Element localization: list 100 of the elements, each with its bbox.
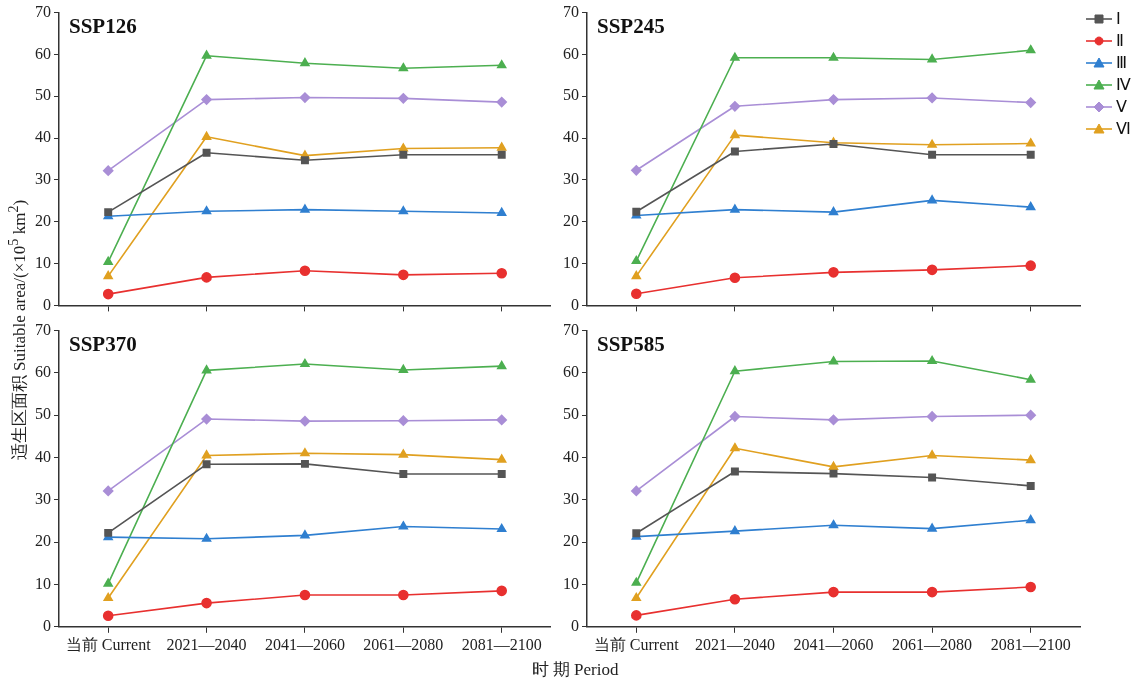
point (201, 533, 212, 542)
point (631, 255, 641, 265)
point (1026, 44, 1036, 54)
point (1026, 454, 1036, 464)
point (398, 205, 409, 215)
point (497, 470, 506, 479)
point (202, 460, 211, 469)
point (927, 523, 937, 532)
point (398, 364, 409, 373)
point (201, 597, 212, 609)
chart-title: SSP585 (597, 331, 665, 356)
chart-title: SSP370 (69, 331, 137, 356)
point (729, 411, 741, 422)
y-tick-label: 10 (35, 574, 51, 592)
x-tick-label: 2081—2100 (461, 635, 542, 653)
point (201, 413, 212, 425)
y-tick-label: 70 (563, 2, 579, 20)
point (729, 272, 741, 284)
point (631, 577, 641, 586)
y-tick-label: 60 (35, 44, 51, 62)
point (299, 589, 311, 601)
y-tick-label: 30 (563, 490, 579, 508)
point (828, 414, 839, 426)
legend-label: Ⅰ (1116, 9, 1121, 29)
point (201, 450, 212, 459)
y-tick-label: 50 (563, 405, 579, 423)
point (300, 204, 310, 213)
point (926, 264, 938, 276)
y-tick-label: 30 (35, 170, 51, 188)
y-tick-label: 70 (563, 320, 579, 338)
point (1025, 581, 1036, 593)
point (300, 156, 309, 165)
y-tick-label: 40 (563, 128, 579, 146)
point (103, 256, 113, 265)
point (497, 60, 507, 69)
point (828, 206, 839, 216)
point (299, 415, 311, 427)
y-tick-label: 50 (563, 86, 579, 104)
point (398, 62, 409, 72)
point (496, 267, 508, 279)
x-tick-label: 2061—2080 (363, 635, 444, 653)
y-tick-label: 60 (563, 44, 579, 62)
point (730, 204, 740, 213)
point (730, 467, 739, 476)
point (300, 459, 309, 468)
point (398, 93, 409, 104)
point (1025, 260, 1036, 271)
point (398, 143, 409, 152)
point (102, 610, 114, 622)
legend-label: Ⅱ (1116, 31, 1124, 51)
y-tick-label: 20 (35, 532, 51, 550)
point (926, 411, 938, 422)
point (399, 150, 408, 159)
point (927, 139, 937, 148)
y-tick-label: 40 (35, 128, 51, 146)
point (730, 147, 739, 156)
point (828, 356, 839, 365)
y-tick-label: 60 (563, 363, 579, 381)
y-tick-label: 20 (35, 211, 51, 229)
point (1026, 374, 1036, 383)
point (928, 473, 937, 482)
x-tick-label: 2041—2060 (793, 635, 874, 653)
point (730, 365, 740, 375)
legend-label: Ⅳ (1116, 75, 1131, 95)
point (496, 96, 508, 108)
y-tick-label: 0 (571, 295, 579, 313)
point (300, 530, 310, 539)
point (102, 288, 114, 300)
point (1026, 138, 1036, 147)
point (828, 519, 839, 529)
point (631, 270, 641, 280)
point (1026, 150, 1035, 159)
x-tick-label: 2061—2080 (892, 635, 973, 653)
point (201, 94, 212, 105)
y-tick-label: 10 (563, 574, 579, 592)
y-tick-label: 0 (43, 295, 51, 313)
point (730, 129, 740, 139)
x-tick-label: 2021—2040 (694, 635, 775, 653)
y-tick-label: 50 (35, 86, 51, 104)
point (730, 52, 740, 61)
point (828, 267, 839, 278)
point (398, 521, 409, 530)
legend-label: Ⅴ (1116, 97, 1127, 117)
point (102, 165, 114, 177)
x-tick-label: 2081—2100 (990, 635, 1071, 653)
chart-title: SSP126 (69, 13, 137, 38)
point (631, 610, 642, 621)
y-tick-label: 70 (35, 2, 51, 20)
point (300, 448, 310, 457)
point (398, 589, 409, 601)
y-tick-label: 20 (563, 532, 579, 550)
point (201, 272, 212, 283)
x-tick-label: 2041—2060 (264, 635, 345, 653)
point (399, 470, 408, 479)
y-tick-label: 10 (563, 253, 579, 271)
point (201, 365, 212, 374)
x-axis-title: 时 期 Period (531, 659, 619, 681)
point (497, 142, 507, 151)
point (497, 150, 506, 159)
y-tick-label: 70 (35, 320, 51, 338)
